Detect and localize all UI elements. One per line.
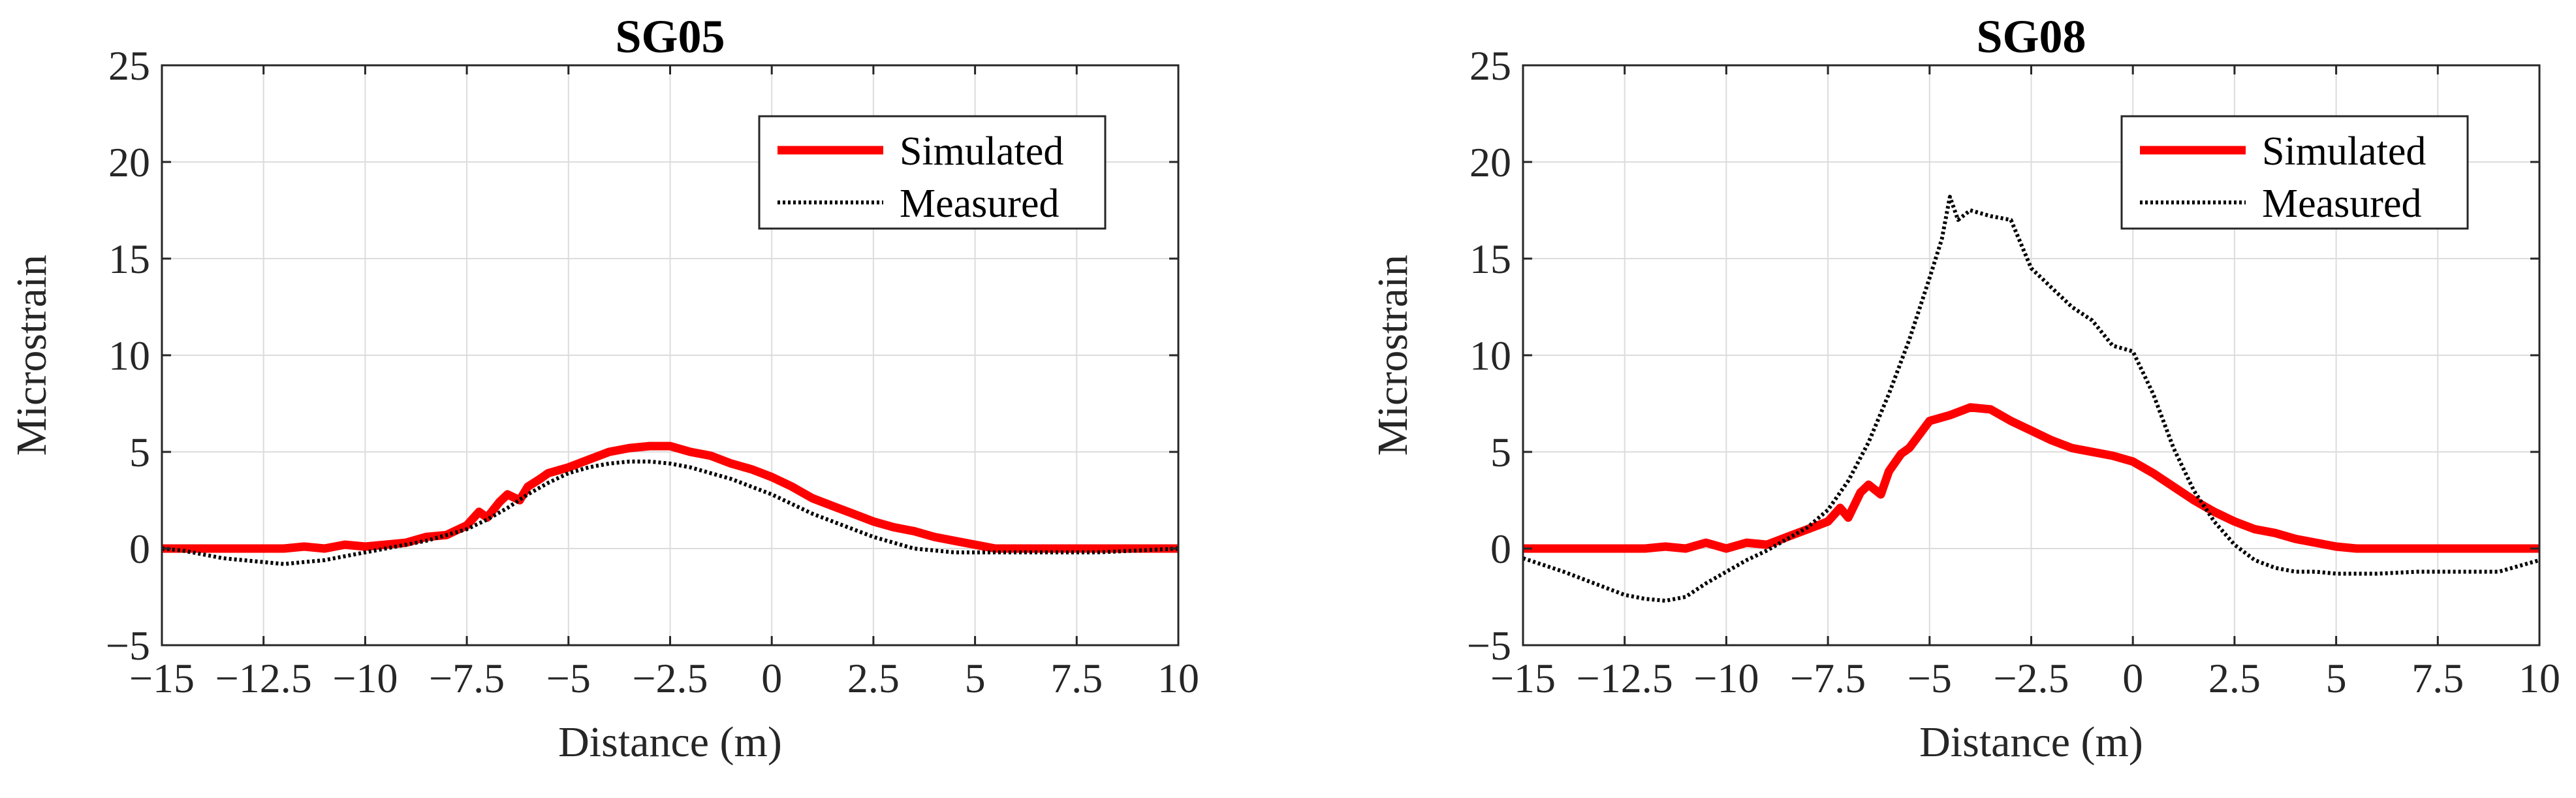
y-axis-label: Microstrain [1369,255,1417,456]
x-tick-label: −15 [129,655,195,701]
x-tick-label: −7.5 [1790,655,1866,701]
x-tick-label: 0 [761,655,782,701]
y-axis-label: Microstrain [8,255,55,456]
legend-label-simulated: Simulated [2262,129,2426,174]
y-tick-label: −5 [1467,622,1511,669]
x-tick-label: −15 [1490,655,1556,701]
legend-label-measured: Measured [2262,182,2421,226]
chart-title: SG05 [615,10,725,63]
y-tick-label: 15 [108,236,150,282]
y-tick-label: 10 [1469,332,1511,379]
y-tick-label: 15 [1469,236,1511,282]
legend: Simulated Measured [758,115,1107,230]
x-tick-label: 5 [2326,655,2347,701]
x-tick-label: −2.5 [632,655,708,701]
x-tick-label: 2.5 [2208,655,2261,701]
legend-label-measured: Measured [900,182,1059,226]
chart-panel-sg08: −15 −12.5 −10 −7.5 −5 −2.5 0 2.5 5 7.5 10 −5 0 5 10 15 2… [1369,10,2560,766]
series-line-simulated [162,441,1178,553]
series-line-simulated [1523,403,2539,553]
x-tick-label: −10 [1693,655,1759,701]
y-tick-label: 0 [129,526,150,572]
x-tick-label: −5 [1908,655,1952,701]
series-line-measured [1523,195,2539,603]
x-tick-label: −5 [546,655,591,701]
series-line-measured [162,459,1178,566]
y-tick-label: 25 [108,42,150,89]
y-tick-label: 5 [1490,429,1511,475]
legend-box [2120,115,2469,230]
x-axis-label: Distance (m) [1919,718,2143,766]
y-tick-label: 5 [129,429,150,475]
legend-label-simulated: Simulated [900,129,1063,174]
y-tick-label: −5 [106,622,150,669]
y-tick-label: 20 [1469,139,1511,185]
x-tick-label: −7.5 [429,655,505,701]
x-tick-label: 2.5 [847,655,900,701]
x-tick-label: 7.5 [2411,655,2464,701]
x-tick-label: 10 [2519,655,2560,701]
x-tick-label: 0 [2122,655,2143,701]
chart-panel-sg05: −15 −12.5 −10 −7.5 −5 −2.5 0 2.5 5 7.5 10 −5 0 5 10 15 2… [8,10,1199,766]
x-tick-label: −12.5 [1577,655,1673,701]
x-tick-label: 5 [965,655,986,701]
x-tick-label: 7.5 [1050,655,1103,701]
y-tick-label: 10 [108,332,150,379]
x-tick-label: −12.5 [215,655,312,701]
y-tick-label: 20 [108,139,150,185]
legend-box [758,115,1107,230]
x-tick-label: −10 [332,655,398,701]
x-tick-label: 10 [1157,655,1199,701]
x-axis-label: Distance (m) [558,718,782,766]
x-tick-label: −2.5 [1993,655,2069,701]
legend: Simulated Measured [2120,115,2469,230]
y-tick-label: 25 [1469,42,1511,89]
y-tick-label: 0 [1490,526,1511,572]
chart-title: SG08 [1976,10,2086,63]
